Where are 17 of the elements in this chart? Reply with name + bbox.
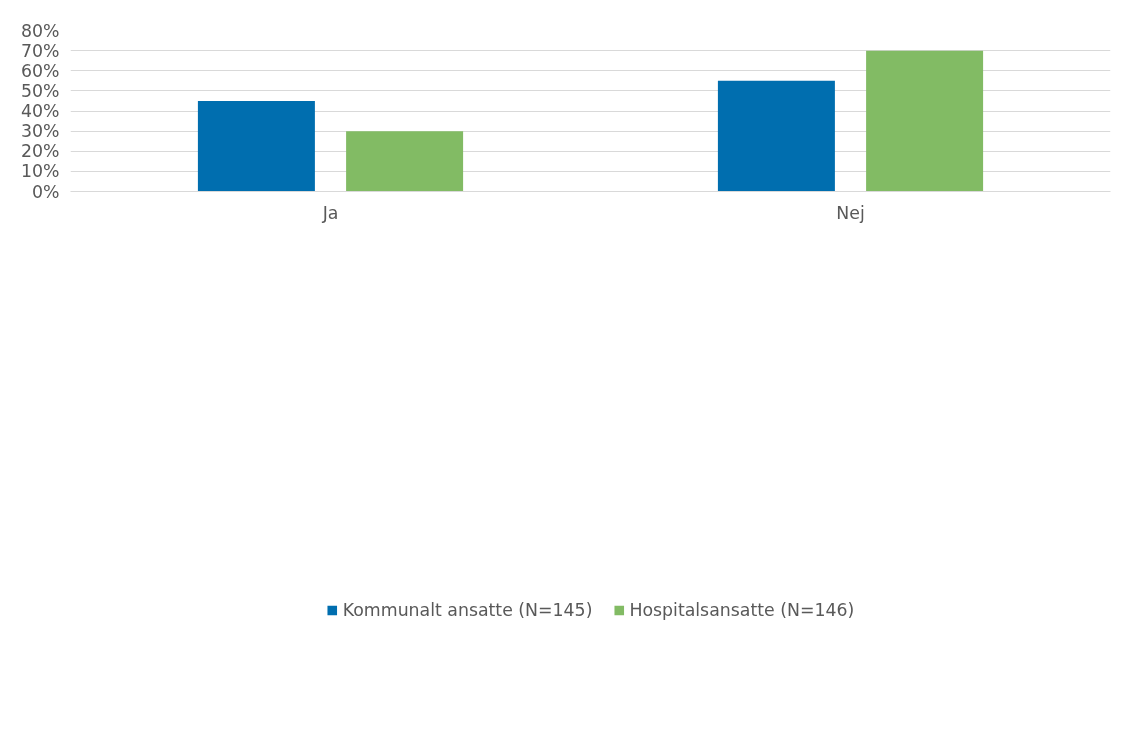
y-tick-label: 80%: [20, 20, 60, 41]
y-tick-label: 0%: [32, 181, 60, 202]
legend-label: Hospitalsansatte (N=146): [629, 600, 855, 620]
bar: [866, 50, 984, 192]
bar: [717, 80, 835, 192]
y-tick-label: 50%: [20, 80, 60, 101]
y-tick-label: 60%: [20, 60, 60, 81]
bar: [197, 100, 315, 192]
y-tick-label: 10%: [20, 161, 60, 182]
bar: [346, 131, 464, 192]
y-tick-label: 30%: [20, 121, 60, 142]
legend-label: Kommunalt ansatte (N=145): [342, 600, 593, 620]
x-tick-label: Ja: [321, 202, 339, 223]
x-tick-label: Nej: [836, 202, 865, 223]
y-tick-label: 40%: [20, 101, 60, 121]
y-tick-label: 20%: [20, 141, 60, 162]
y-tick-label: 70%: [20, 40, 60, 61]
